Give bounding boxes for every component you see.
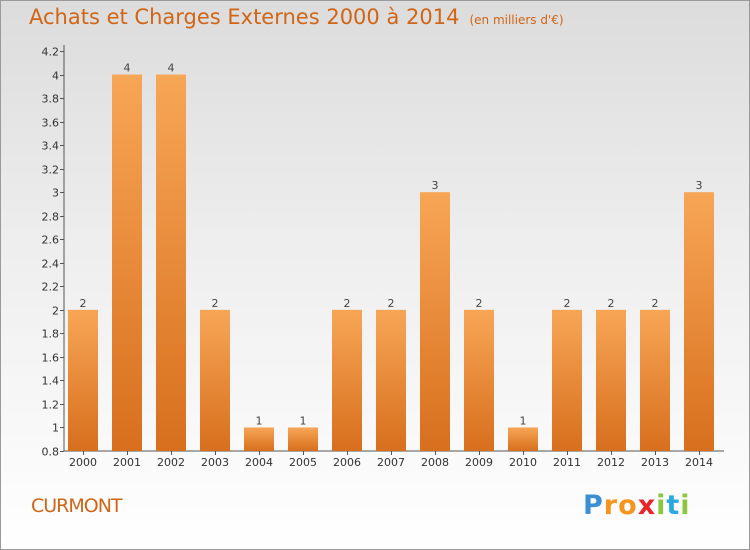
- value-label: 1: [256, 414, 263, 427]
- value-label: 2: [652, 297, 659, 310]
- chart-title-text: Achats et Charges Externes 2000 à 2014: [29, 5, 460, 29]
- x-tick-label: 2013: [641, 456, 669, 469]
- place-name: CURMONT: [31, 495, 123, 517]
- bar-2011: [552, 309, 582, 451]
- x-tick-label: 2004: [245, 456, 273, 469]
- bar-2006: [332, 309, 362, 451]
- y-tick-label: 2.2: [42, 281, 60, 294]
- value-label: 2: [608, 297, 615, 310]
- proxiti-logo: Proxiti: [583, 490, 691, 521]
- y-tick-label: 3: [52, 187, 59, 200]
- y-tick-label: 2: [52, 305, 59, 318]
- chart-unit: (en milliers d'€): [469, 13, 564, 27]
- x-tick-label: 2005: [289, 456, 317, 469]
- y-tick-label: 1.4: [42, 375, 60, 388]
- bar-2002: [156, 74, 186, 451]
- y-tick-label: 4.2: [42, 46, 60, 59]
- y-tick-label: 1.2: [42, 399, 60, 412]
- bar-2012: [596, 309, 626, 451]
- value-label: 1: [300, 414, 307, 427]
- x-tick-label: 2009: [465, 456, 493, 469]
- value-label: 2: [212, 297, 219, 310]
- bar-2007: [376, 309, 406, 451]
- x-tick-label: 2010: [509, 456, 537, 469]
- logo-letter: t: [666, 490, 681, 521]
- value-label: 2: [344, 297, 351, 310]
- logo-letter: i: [680, 490, 691, 521]
- value-label: 4: [124, 62, 131, 75]
- y-tick-label: 2.6: [42, 234, 60, 247]
- y-tick-label: 3.6: [42, 117, 60, 130]
- x-tick-label: 2014: [685, 456, 713, 469]
- x-tick-label: 2001: [113, 456, 141, 469]
- logo-letter: i: [656, 490, 667, 521]
- bar-2013: [640, 309, 670, 451]
- logo-letter: x: [637, 490, 657, 521]
- bar-2005: [288, 427, 318, 451]
- y-tick-label: 0.8: [42, 446, 60, 459]
- axes: 0.8 1 1.2 1.4 1.6 1.8 2 2.2 2.4 2.6 2.8 3 3.2 3.4 3.6 3…: [42, 45, 724, 469]
- logo-letter: o: [618, 490, 638, 521]
- bars: [68, 74, 714, 452]
- value-label: 2: [564, 297, 571, 310]
- x-tick-label: 2012: [597, 456, 625, 469]
- value-label: 1: [520, 414, 527, 427]
- x-tick-label: 2000: [69, 456, 97, 469]
- bar-2000: [68, 309, 98, 451]
- y-tick-label: 1: [52, 422, 59, 435]
- x-tick-label: 2011: [553, 456, 581, 469]
- x-tick-label: 2002: [157, 456, 185, 469]
- y-tick-label: 4: [52, 70, 59, 83]
- value-label: 4: [168, 62, 175, 75]
- bar-2010: [508, 427, 538, 451]
- logo-letter: P: [583, 490, 604, 521]
- bar-2009: [464, 309, 494, 451]
- value-labels: 2 4 4 2 1 1 2 2 3 2 1 2 2 2 3: [80, 62, 703, 428]
- value-label: 3: [432, 179, 439, 192]
- y-tick-label: 2.8: [42, 211, 60, 224]
- bar-2014: [684, 192, 714, 452]
- chart-title: Achats et Charges Externes 2000 à 2014 (e…: [29, 5, 564, 29]
- value-label: 2: [476, 297, 483, 310]
- y-tick-label: 3.8: [42, 93, 60, 106]
- bar-2008: [420, 192, 450, 452]
- y-tick-label: 2.4: [42, 258, 60, 271]
- logo-letter: r: [603, 490, 619, 521]
- y-tick-label: 1.6: [42, 352, 60, 365]
- y-tick-label: 1.8: [42, 328, 60, 341]
- bar-2001: [112, 74, 142, 451]
- bar-2004: [244, 427, 274, 451]
- bar-2003: [200, 309, 230, 451]
- value-label: 3: [696, 179, 703, 192]
- x-tick-label: 2008: [421, 456, 449, 469]
- x-tick-label: 2006: [333, 456, 361, 469]
- value-label: 2: [388, 297, 395, 310]
- x-tick-label: 2007: [377, 456, 405, 469]
- value-label: 2: [80, 297, 87, 310]
- y-tick-label: 3.2: [42, 164, 60, 177]
- x-tick-label: 2003: [201, 456, 229, 469]
- y-tick-label: 3.4: [42, 140, 60, 153]
